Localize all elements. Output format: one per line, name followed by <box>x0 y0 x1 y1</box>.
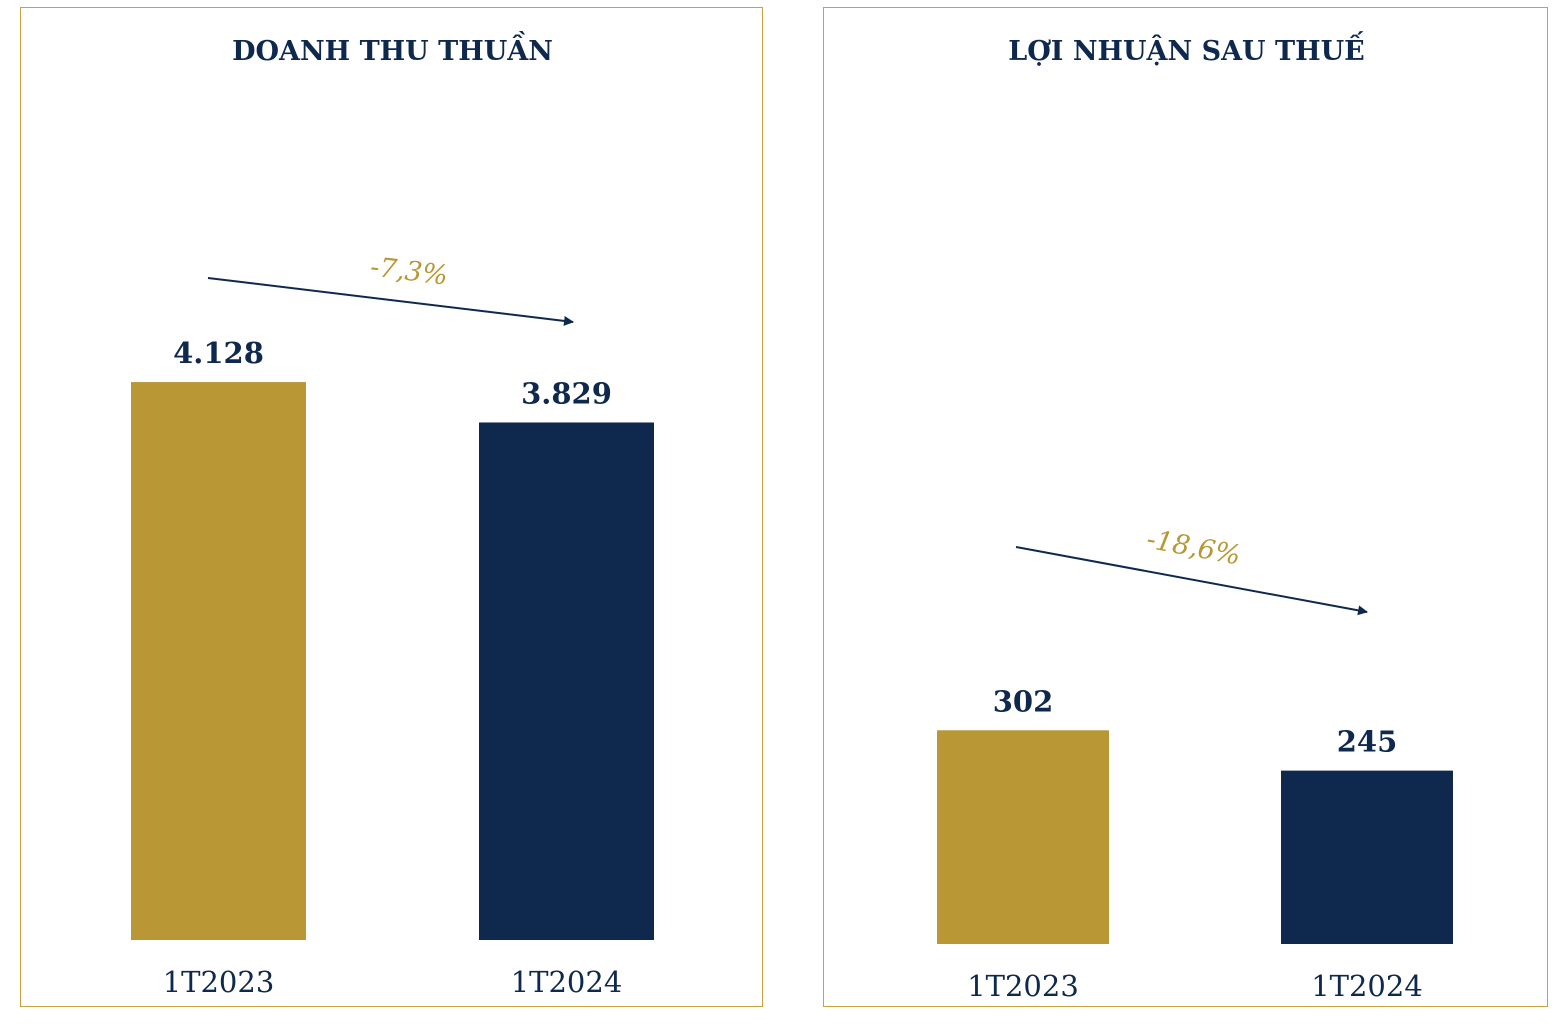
bar-1t2023 <box>937 730 1109 944</box>
change-label: -7,3% <box>369 252 450 292</box>
revenue-chart: DOANH THU THUẦN 4.128 1T2023 3.829 1T2024 -7,… <box>131 30 654 999</box>
bar-1t2024 <box>479 422 654 940</box>
profit-chart: LỢI NHUẬN SAU THUẾ 302 1T2023 245 1T2024 -18,… <box>937 30 1453 1003</box>
category-label: 1T2023 <box>163 965 275 999</box>
trend-arrow <box>207 277 574 326</box>
profit-chart-panel: LỢI NHUẬN SAU THUẾ 302 1T2023 245 1T2024 -18,… <box>823 7 1548 1007</box>
trend-arrow <box>1015 546 1368 616</box>
revenue-chart-panel: DOANH THU THUẦN 4.128 1T2023 3.829 1T2024 -7,… <box>20 7 763 1007</box>
data-label: 302 <box>993 684 1054 718</box>
category-label: 1T2024 <box>511 965 623 999</box>
data-label: 245 <box>1337 725 1398 759</box>
change-label: -18,6% <box>1144 524 1243 572</box>
bar-1t2023 <box>131 382 306 940</box>
category-label: 1T2023 <box>967 969 1079 1003</box>
category-label: 1T2024 <box>1311 969 1423 1003</box>
bar-1t2024 <box>1281 770 1453 944</box>
data-label: 3.829 <box>521 376 612 410</box>
chart-title: LỢI NHUẬN SAU THUẾ <box>1008 30 1364 67</box>
data-label: 4.128 <box>173 336 264 370</box>
chart-title: DOANH THU THUẦN <box>232 30 553 67</box>
